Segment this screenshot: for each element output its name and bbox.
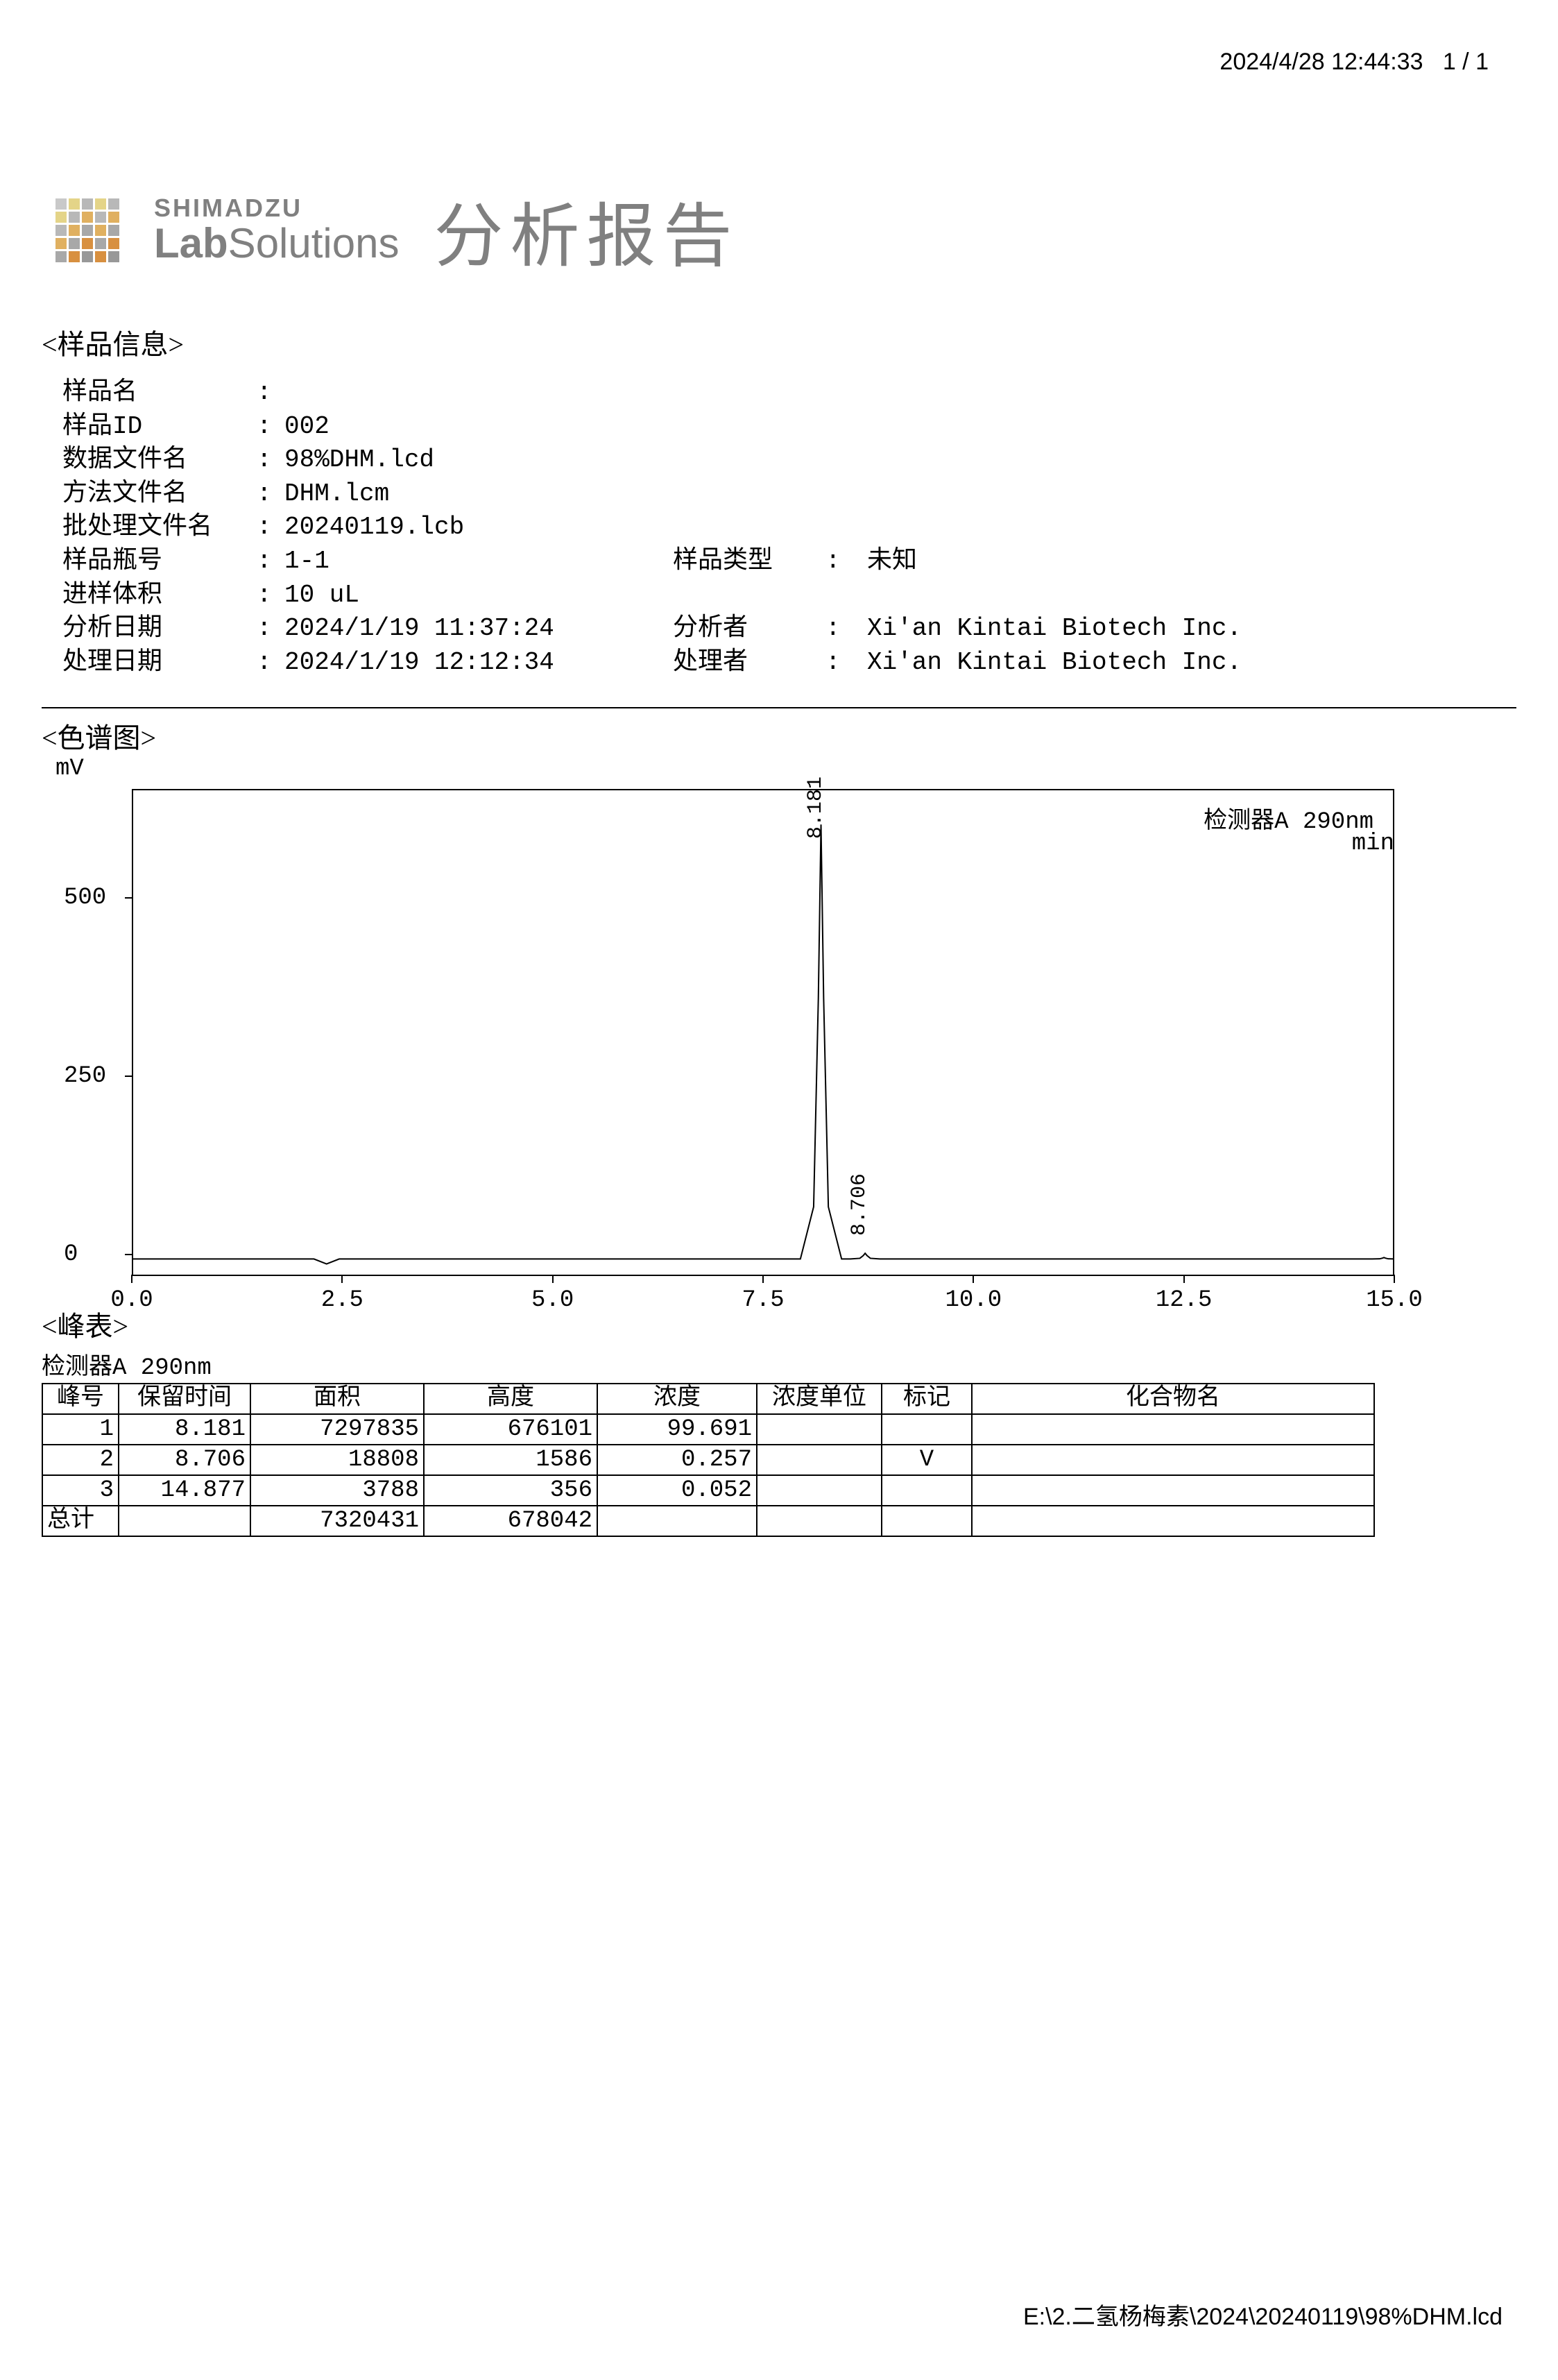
info-row: 分析日期:2024/1/19 11:37:24分析者:Xi'an Kintai … <box>62 612 1516 646</box>
brand-text: SHIMADZU LabSolutions <box>154 195 400 265</box>
brand-labsolutions: LabSolutions <box>154 221 400 265</box>
table-header: 面积 <box>250 1384 424 1414</box>
info-row: 处理日期:2024/1/19 12:12:34处理者:Xi'an Kintai … <box>62 646 1516 680</box>
peak-label: 8.706 <box>848 1173 871 1236</box>
info-row: 方法文件名:DHM.lcm <box>62 477 1516 511</box>
title-row: SHIMADZU LabSolutions 分析报告 <box>55 180 1516 280</box>
brand-shimadzu: SHIMADZU <box>154 195 400 221</box>
chromatogram-chart: 检测器A 290nm 02505008.1818.706 0.02.55.07.… <box>132 789 1394 1276</box>
x-tick-label: 15.0 <box>1366 1287 1423 1314</box>
info-row: 样品ID:002 <box>62 410 1516 444</box>
table-row: 18.181729783567610199.691 <box>42 1414 1374 1445</box>
table-row: 314.87737883560.052 <box>42 1475 1374 1506</box>
info-row: 数据文件名:98%DHM.lcd <box>62 443 1516 477</box>
y-tick-label: 500 <box>64 885 106 911</box>
detector-sublabel: 检测器A 290nm <box>42 1347 1516 1382</box>
y-axis-unit: mV <box>55 756 1516 782</box>
x-tick-label: 5.0 <box>531 1287 574 1314</box>
table-header: 保留时间 <box>119 1384 250 1414</box>
table-row: 28.7061880815860.257V <box>42 1445 1374 1475</box>
footer-file-path: E:\2.二氢杨梅素\2024\20240119\98%DHM.lcd <box>1023 2297 1503 2331</box>
peak-table: 峰号保留时间面积高度浓度浓度单位标记化合物名18.181729783567610… <box>42 1383 1375 1537</box>
table-header: 浓度单位 <box>757 1384 882 1414</box>
header-timestamp: 2024/4/28 12:44:33 1 / 1 <box>42 49 1516 76</box>
table-header: 峰号 <box>42 1384 119 1414</box>
section-chromatogram-title: <色谱图> <box>42 715 1516 756</box>
info-row: 样品瓶号:1-1样品类型:未知 <box>62 545 1516 579</box>
shimadzu-logo-icon <box>55 198 119 262</box>
peak-label: 8.181 <box>804 776 828 839</box>
x-axis-unit: min <box>1352 831 1394 857</box>
table-header: 浓度 <box>597 1384 757 1414</box>
section-sample-title: <样品信息> <box>42 322 1516 362</box>
chromatogram-line <box>133 790 1394 1275</box>
report-title: 分析报告 <box>434 180 739 280</box>
info-row: 进样体积:10 uL <box>62 579 1516 613</box>
x-tick-label: 2.5 <box>321 1287 363 1314</box>
x-tick-label: 10.0 <box>945 1287 1002 1314</box>
table-total-row: 总计7320431678042 <box>42 1506 1374 1536</box>
table-header: 化合物名 <box>972 1384 1374 1414</box>
sample-info-grid: 样品名:样品ID:002数据文件名:98%DHM.lcd方法文件名:DHM.lc… <box>62 376 1516 679</box>
x-tick-label: 0.0 <box>110 1287 153 1314</box>
divider <box>42 707 1516 708</box>
y-tick-label: 0 <box>64 1241 78 1268</box>
info-row: 样品名: <box>62 376 1516 410</box>
x-tick-label: 7.5 <box>742 1287 784 1314</box>
table-header: 标记 <box>882 1384 972 1414</box>
y-tick-label: 250 <box>64 1063 106 1089</box>
info-row: 批处理文件名:20240119.lcb <box>62 511 1516 545</box>
x-tick-label: 12.5 <box>1156 1287 1213 1314</box>
table-header: 高度 <box>424 1384 597 1414</box>
